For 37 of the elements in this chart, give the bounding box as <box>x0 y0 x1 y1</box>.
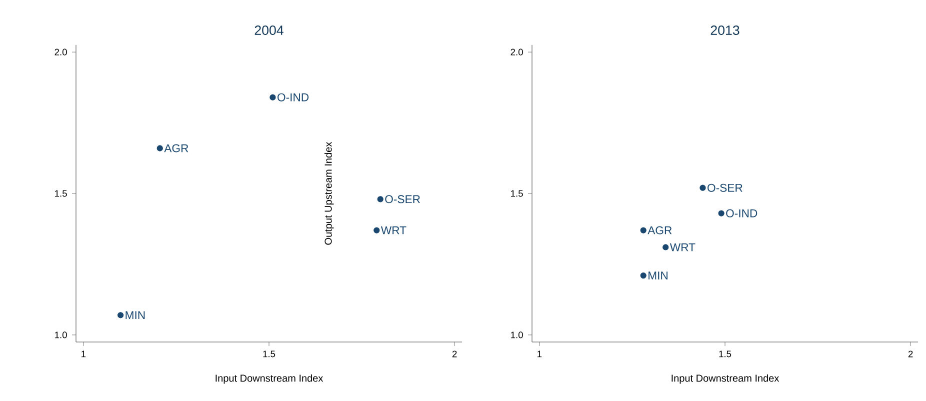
point <box>640 272 646 279</box>
point <box>718 210 724 216</box>
point <box>662 244 669 250</box>
point <box>377 196 384 202</box>
x-tick-label: 1 <box>538 350 542 358</box>
x-tick-label: 2 <box>908 350 913 358</box>
point <box>156 145 163 152</box>
y-tick-label: 1.5 <box>55 190 67 197</box>
x-axis-title: Input Downstream Index <box>672 374 780 384</box>
point <box>270 94 276 100</box>
x-tick-label: 1 <box>82 350 86 358</box>
y-tick-label: 2.0 <box>54 48 67 56</box>
x-tick-label: 2 <box>452 350 457 358</box>
annotation: MIN <box>126 311 145 320</box>
annotation: AGR <box>164 144 188 152</box>
point <box>640 227 646 234</box>
point <box>700 184 706 191</box>
point <box>374 227 380 234</box>
annotation: O-IND <box>278 93 309 102</box>
annotation: MIN <box>648 272 668 280</box>
chart-title: 2004 <box>254 26 284 35</box>
y-tick-label: 2.0 <box>510 48 523 56</box>
annotation: WRT <box>380 226 406 234</box>
annotation: AGR <box>648 226 672 234</box>
y-tick-label: 1.0 <box>55 332 67 338</box>
annotation: WRT <box>670 243 696 252</box>
annotation: O-SER <box>385 195 420 204</box>
y-tick-label: 1.5 <box>511 190 523 197</box>
y-tick-label: 1.0 <box>511 332 523 338</box>
x-tick-label: 1.5 <box>719 350 732 358</box>
point <box>117 312 124 318</box>
x-axis-title: Input Downstream Index <box>216 374 324 384</box>
annotation: O-SER <box>708 184 742 192</box>
annotation: O-IND <box>726 209 758 218</box>
chart-title: 2013 <box>710 26 740 35</box>
y-axis-title: Output Upstream Index <box>324 142 334 245</box>
x-tick-label: 1.5 <box>263 350 276 358</box>
